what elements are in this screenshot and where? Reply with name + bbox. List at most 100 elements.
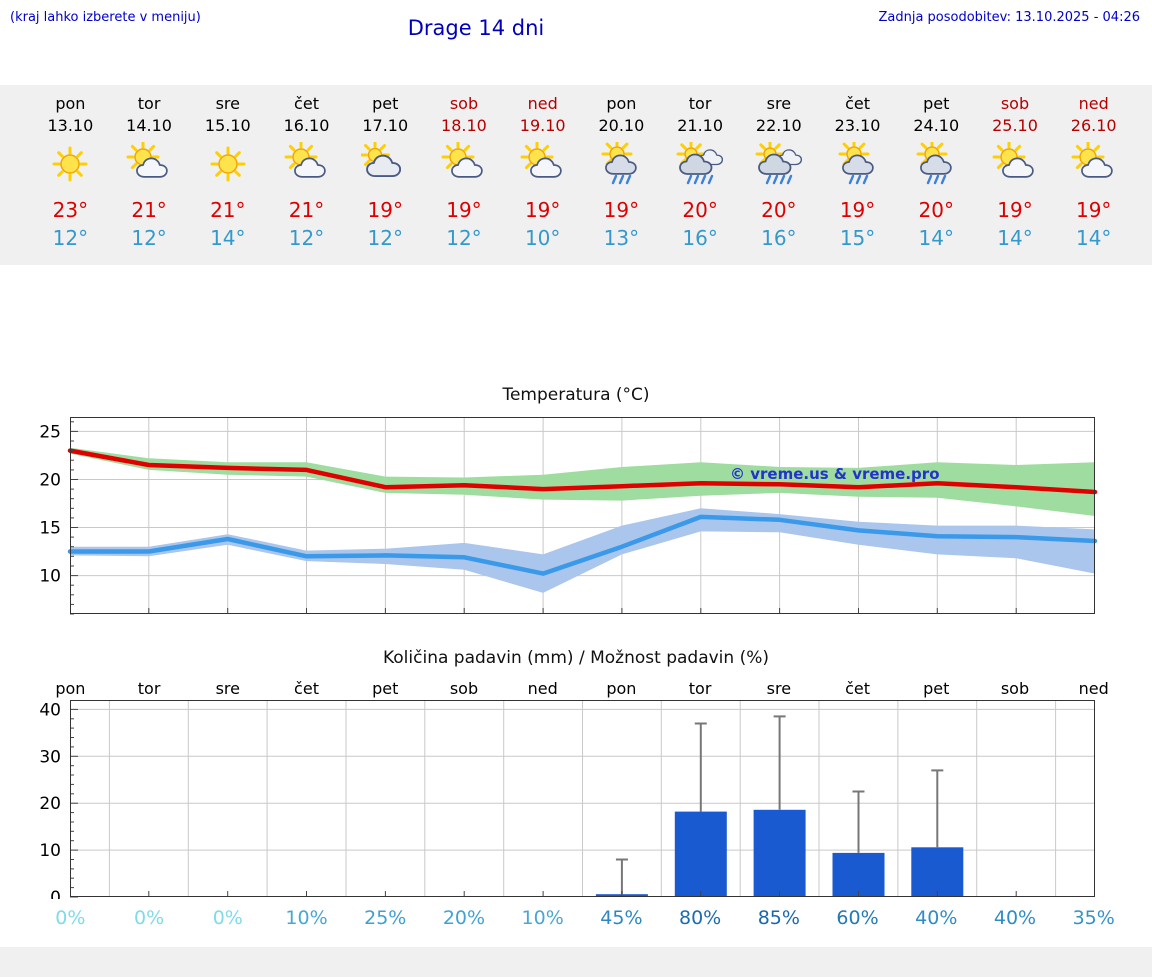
partly-sunny-icon <box>503 139 582 189</box>
forecast-day-column[interactable]: sre 15.10 21° 14° <box>188 93 267 251</box>
partly-sunny-icon <box>1054 139 1133 189</box>
y-tick-label: 25 <box>39 422 61 442</box>
forecast-day-column[interactable]: sob 18.10 19° 12° <box>425 93 504 251</box>
partly-sunny-icon <box>976 139 1055 189</box>
y-tick-label: 30 <box>39 747 61 767</box>
partly-sunny-icon <box>425 139 504 189</box>
forecast-day-column[interactable]: ned 26.10 19° 14° <box>1054 93 1133 251</box>
y-tick-label: 10 <box>39 567 61 587</box>
precip-probability: 20% <box>442 907 486 929</box>
low-temp: 16° <box>682 226 718 250</box>
low-temp: 12° <box>52 226 89 250</box>
day-date: 26.10 <box>1070 116 1117 135</box>
low-temp: 12° <box>367 226 403 250</box>
precip-probability: 0% <box>134 907 165 929</box>
day-date: 16.10 <box>283 116 330 135</box>
low-temp: 14° <box>997 226 1033 250</box>
high-temp: 19° <box>1075 198 1112 222</box>
min-temp-range <box>70 508 1095 593</box>
y-tick-label: 20 <box>39 471 61 491</box>
y-tick-label: 20 <box>39 794 61 814</box>
forecast-day-column[interactable]: tor 14.10 21° 12° <box>110 93 189 251</box>
forecast-day-column[interactable]: ned 19.10 19° 10° <box>503 93 582 251</box>
day-name: sob <box>1000 94 1030 113</box>
high-temp: 19° <box>367 198 403 222</box>
low-temp: 15° <box>839 226 876 250</box>
forecast-day-column[interactable]: sob 25.10 19° 14° <box>976 93 1055 251</box>
y-tick-label: 0 <box>50 888 61 899</box>
high-temp: 19° <box>446 198 482 222</box>
high-temp: 19° <box>997 198 1033 222</box>
precip-bar <box>911 847 964 897</box>
day-name: ned <box>527 94 558 113</box>
y-tick-label: 10 <box>39 841 61 861</box>
precip-probability: 10% <box>285 907 328 929</box>
forecast-day-column[interactable]: čet 16.10 21° 12° <box>267 93 346 251</box>
day-date: 15.10 <box>204 116 251 135</box>
forecast-day-column[interactable]: sre 22.10 20° 16° <box>739 93 818 251</box>
day-date: 18.10 <box>441 116 487 135</box>
forecast-day-column[interactable]: pon 20.10 19° 13° <box>582 93 661 251</box>
forecast-day-column[interactable]: pon 13.10 23° 12° <box>31 93 110 251</box>
day-name: ned <box>1078 94 1109 113</box>
forecast-day-column[interactable]: pet 24.10 20° 14° <box>897 93 976 251</box>
precip-bar <box>832 852 885 897</box>
precip-day-label: sre <box>766 679 792 698</box>
low-temp: 14° <box>918 226 954 250</box>
mostly-cloudy-icon <box>346 139 425 189</box>
sun-icon <box>188 139 267 189</box>
high-temp: 20° <box>918 198 954 222</box>
forecast-day-column[interactable]: pet 17.10 19° 12° <box>346 93 425 251</box>
menu-hint-link[interactable]: (kraj lahko izberete v meniju) <box>10 10 201 25</box>
precip-day-label: sob <box>449 679 479 698</box>
y-tick-label: 40 <box>39 700 61 720</box>
footer-strip <box>0 947 1152 977</box>
topbar: (kraj lahko izberete v meniju) Drage 14 … <box>0 0 1152 85</box>
precip-probability: 40% <box>993 907 1037 929</box>
low-temp: 16° <box>761 226 797 250</box>
forecast-strip: pon 13.10 23° 12° tor 14.10 21° 12° sre 15.10 21° 1… <box>0 85 1152 265</box>
precip-probability: 60% <box>836 907 879 929</box>
precip-day-label: čet <box>294 679 319 698</box>
precip-day-label: tor <box>137 679 161 698</box>
high-temp: 21° <box>288 198 325 222</box>
high-temp: 20° <box>761 198 797 222</box>
forecast-day-column[interactable]: tor 21.10 20° 16° <box>661 93 740 251</box>
low-temp: 14° <box>210 226 246 250</box>
low-temp: 12° <box>131 226 167 250</box>
day-name: tor <box>688 94 712 113</box>
day-date: 25.10 <box>992 116 1038 135</box>
high-temp: 21° <box>131 198 167 222</box>
day-name: čet <box>294 94 319 113</box>
precip-bar <box>674 811 727 897</box>
day-name: pet <box>372 94 399 113</box>
precip-day-label: pon <box>55 679 86 698</box>
precip-day-label: pet <box>372 679 399 698</box>
page-title: Drage 14 dni <box>407 16 545 40</box>
precip-bar <box>753 809 806 897</box>
low-temp: 14° <box>1075 226 1112 250</box>
day-name: sre <box>215 94 240 113</box>
precip-probability-row: 0% 0% 0% 10% 25% 20% 10% 45% 80% 85% 60% 40% 40% 35% <box>31 905 1133 931</box>
day-date: 17.10 <box>362 116 409 135</box>
high-temp: 20° <box>682 198 718 222</box>
sun-icon <box>31 139 110 189</box>
max-temp-range <box>70 447 1095 516</box>
forecast-days-row: pon 13.10 23° 12° tor 14.10 21° 12° sre 15.10 21° 1… <box>31 93 1133 251</box>
forecast-day-column[interactable]: čet 23.10 19° 15° <box>818 93 897 251</box>
temperature-chart-title: Temperatura (°C) <box>502 385 650 405</box>
low-temp: 12° <box>446 226 482 250</box>
day-name: sob <box>449 94 479 113</box>
precip-day-label: sob <box>1000 679 1030 698</box>
day-date: 21.10 <box>677 116 724 135</box>
sun-shower-icon <box>897 139 976 189</box>
last-update-text: Zadnja posodobitev: 13.10.2025 - 04:26 <box>878 10 1140 25</box>
day-name: pon <box>606 94 637 113</box>
day-name: pet <box>923 94 950 113</box>
day-date: 14.10 <box>126 116 172 135</box>
day-date: 13.10 <box>47 116 94 135</box>
temperature-chart: 10 15 20 25 © vreme.us & vreme.pro <box>0 417 1152 616</box>
rain-icon <box>739 139 818 189</box>
sun-shower-icon <box>582 139 661 189</box>
